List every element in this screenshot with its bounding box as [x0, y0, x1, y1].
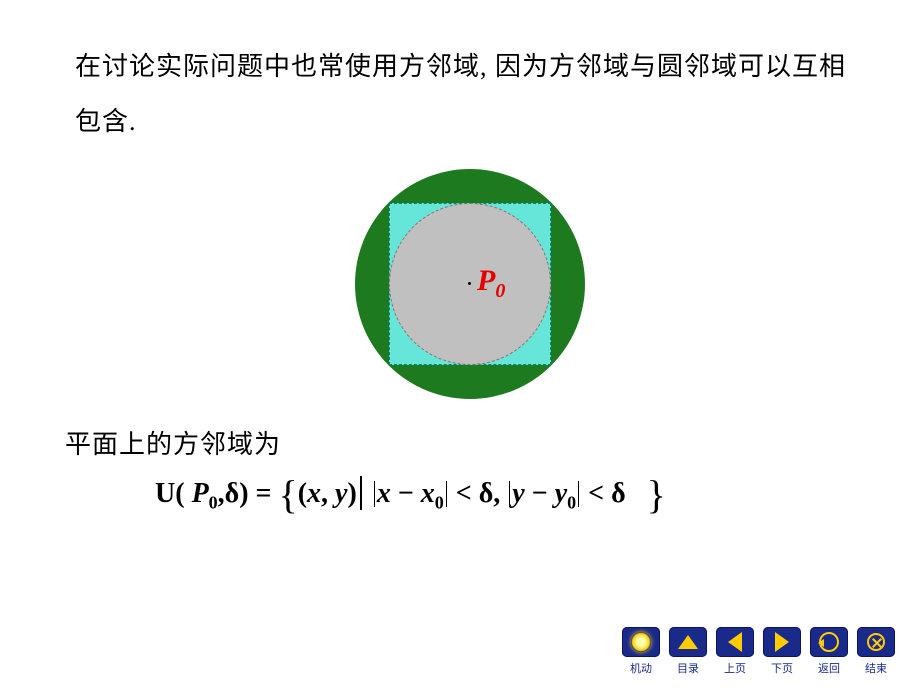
nav-next-button[interactable]: 下页 — [763, 627, 801, 676]
nav-label-4: 返回 — [818, 660, 840, 676]
c2-op: < — [588, 478, 604, 509]
square-neighborhood-formula: U( P0,δ) = {(x, y) x − x0 < δ, y − y0 < … — [155, 471, 865, 518]
nav-label-1: 目录 — [677, 660, 699, 676]
nav-label-3: 下页 — [771, 660, 793, 676]
c1-b: x — [421, 478, 435, 509]
p0-sub: 0 — [495, 280, 505, 302]
c2-b: y — [555, 478, 567, 509]
nav-contents-button[interactable]: 目录 — [669, 627, 707, 676]
nav-end-button[interactable]: 结束 — [857, 627, 895, 676]
c1-op: < — [456, 478, 472, 509]
func-name: U — [155, 478, 175, 509]
c2-a: y — [512, 478, 524, 509]
formula-heading: 平面上的方邻域为 — [65, 424, 865, 461]
sun-icon — [622, 627, 660, 657]
arg-p: P — [192, 478, 209, 509]
neighborhood-diagram: P0 — [355, 169, 585, 399]
triangle-right-icon — [763, 627, 801, 657]
paragraph-text: 在讨论实际问题中也常使用方邻域, 因为方邻域与圆邻域可以互相包含. — [75, 40, 865, 149]
c1-a: x — [377, 478, 391, 509]
triangle-left-icon — [716, 627, 754, 657]
triangle-up-icon — [669, 627, 707, 657]
nav-label-5: 结束 — [865, 660, 887, 676]
navigation-bar: 机动 目录 上页 下页 返回 结束 — [622, 627, 895, 676]
nav-prev-button[interactable]: 上页 — [716, 627, 754, 676]
set-x: x — [307, 478, 321, 509]
c2-rhs: δ — [611, 478, 626, 509]
c2-b-sub: 0 — [567, 493, 576, 513]
circle-back-icon — [810, 627, 848, 657]
set-y: y — [335, 478, 347, 509]
close-icon — [857, 627, 895, 657]
arg-delta: δ — [225, 478, 240, 509]
arg-p-sub: 0 — [209, 493, 218, 513]
slide-content: 在讨论实际问题中也常使用方邻域, 因为方邻域与圆邻域可以互相包含. P0 平面上… — [0, 0, 920, 518]
diagram-container: P0 — [75, 169, 865, 399]
c1-b-sub: 0 — [435, 493, 444, 513]
nav-label-0: 机动 — [630, 660, 652, 676]
c1-rhs: δ — [479, 478, 494, 509]
nav-animate-button[interactable]: 机动 — [622, 627, 660, 676]
nav-label-2: 上页 — [724, 660, 746, 676]
point-p0-label: P0 — [477, 264, 505, 303]
nav-back-button[interactable]: 返回 — [810, 627, 848, 676]
p0-var: P — [477, 264, 495, 297]
